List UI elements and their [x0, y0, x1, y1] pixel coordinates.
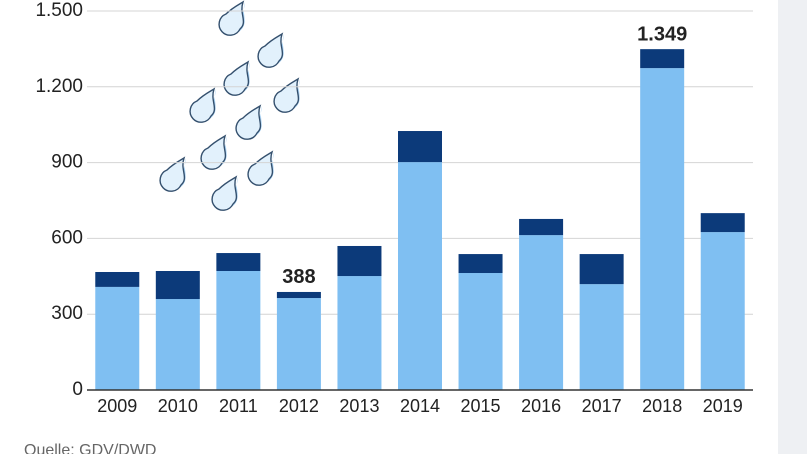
bar-segment	[640, 49, 685, 69]
bar-segment	[398, 162, 442, 390]
x-tick-label: 2018	[642, 396, 682, 416]
raindrop	[200, 134, 227, 170]
x-tick-label: 2016	[521, 396, 561, 416]
bar-segment	[519, 218, 564, 236]
y-tick-label: 1.200	[35, 76, 83, 97]
raindrop	[257, 32, 284, 68]
bar-segment	[155, 270, 200, 300]
raindrop	[159, 156, 186, 192]
y-tick-label: 300	[51, 303, 83, 324]
bar-segment	[700, 213, 745, 233]
bar-segment	[95, 272, 140, 287]
y-tick-label: 1.500	[35, 0, 83, 21]
bar-segment	[337, 276, 382, 390]
x-tick-label: 2019	[703, 396, 743, 416]
source: Quelle: GDV/DWD	[24, 442, 156, 454]
total-label: 388	[282, 266, 315, 288]
y-tick-label: 0	[72, 379, 83, 400]
x-tick-label: 2017	[582, 396, 622, 416]
bar-segment	[216, 253, 261, 271]
raindrop	[247, 150, 274, 186]
raindrop	[235, 104, 262, 140]
y-tick-label: 900	[51, 152, 83, 173]
x-tick-label: 2014	[400, 396, 440, 416]
bar-segment	[640, 68, 685, 391]
raindrop	[189, 87, 216, 123]
x-tick-label: 2013	[339, 396, 379, 416]
raindrop	[218, 0, 245, 36]
bar-segment	[579, 254, 624, 285]
bar-segment	[579, 284, 624, 390]
bar-segment	[519, 235, 564, 390]
x-tick-label: 2010	[158, 396, 198, 416]
bar-segment	[398, 131, 442, 163]
bar-segment	[95, 286, 140, 390]
x-tick-label: 2011	[219, 396, 258, 416]
bar-segment	[276, 291, 321, 299]
bar-segment	[155, 299, 200, 390]
y-tick-label: 600	[51, 227, 83, 248]
x-tick-label: 2009	[97, 396, 137, 416]
raindrop	[211, 175, 238, 211]
total-label: 1.349	[637, 23, 687, 45]
bar-segment	[337, 245, 382, 277]
bar-segment	[458, 273, 503, 390]
bar-segment	[276, 298, 321, 390]
bar-segment	[216, 270, 261, 390]
x-tick-label: 2015	[461, 396, 501, 416]
bar-segment	[700, 232, 745, 390]
bar-segment	[458, 254, 503, 274]
x-tick-label: 2012	[279, 396, 319, 416]
raindrops	[159, 0, 300, 211]
